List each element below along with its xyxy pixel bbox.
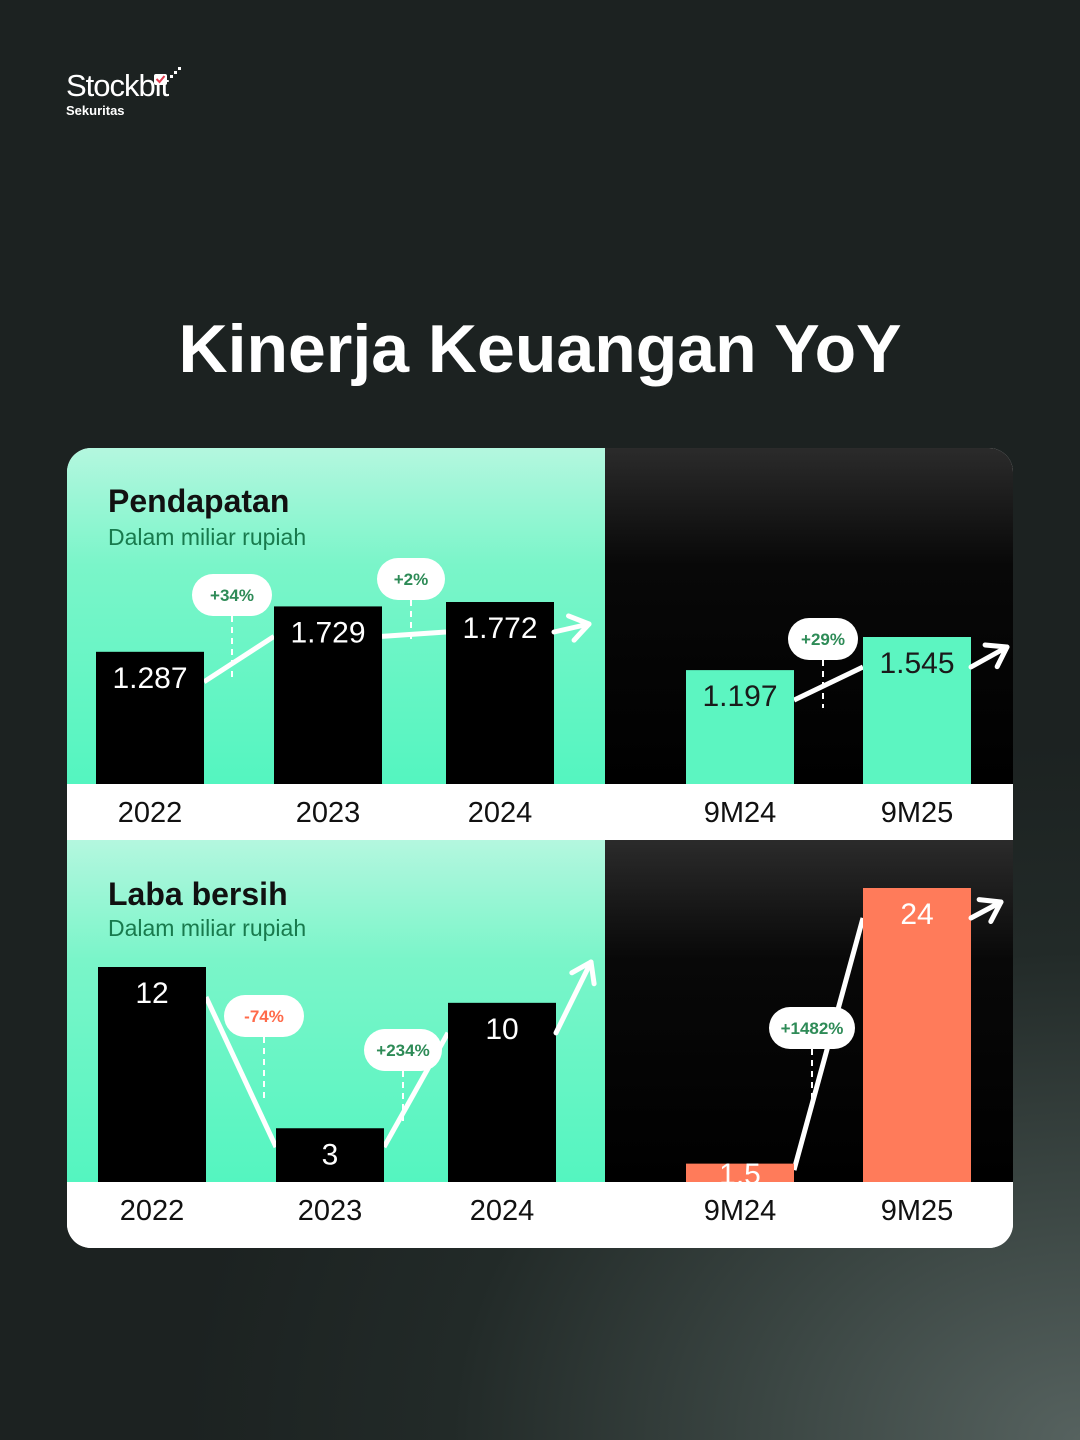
change-label: +1482% <box>781 1019 844 1038</box>
financial-card: Pendapatan Dalam miliar rupiah 1.287 1.72… <box>67 448 1013 1248</box>
panel-subtitle: Dalam miliar rupiah <box>108 915 307 941</box>
axis-strip <box>67 784 1013 840</box>
bar <box>446 602 554 784</box>
value-label: 3 <box>322 1138 339 1171</box>
trend-line <box>203 995 279 1149</box>
value-label: 24 <box>900 898 933 931</box>
profit-chart: 12 3 10 2022 2023 2024 -74% +234% 1,5 24 9M24 9M25 +… <box>98 888 1004 1227</box>
trend-line <box>381 629 447 639</box>
revenue-chart: 1.287 1.729 1.772 2022 2023 2024 +34% +2% 1.197 1… <box>96 558 1010 829</box>
category-label: 9M24 <box>704 1195 777 1227</box>
change-label: +34% <box>210 586 254 605</box>
category-label: 9M25 <box>881 1195 954 1227</box>
trend-arrowhead <box>566 613 592 643</box>
category-label: 2023 <box>298 1195 363 1227</box>
change-label: +29% <box>801 630 845 649</box>
change-label: +2% <box>394 570 429 589</box>
profit-panel: Laba bersih Dalam miliar rupiah 12 3 10 202… <box>67 840 1013 1248</box>
brand-name: Stockbit <box>66 68 169 103</box>
category-label: 2022 <box>118 797 183 829</box>
value-label: 1.772 <box>462 612 537 645</box>
change-badge <box>769 1007 855 1049</box>
panel-title: Pendapatan <box>108 483 290 519</box>
bar <box>863 637 971 784</box>
category-label: 2023 <box>296 797 361 829</box>
brand-sub: Sekuritas <box>66 103 125 118</box>
bar <box>863 888 971 1182</box>
bar <box>96 651 204 784</box>
value-label: 1.545 <box>879 647 954 680</box>
value-label: 1,5 <box>719 1158 761 1191</box>
bar <box>98 967 206 1182</box>
trend-line <box>968 644 1010 670</box>
trend-arrowhead <box>569 959 597 987</box>
panel-subtitle: Dalam miliar rupiah <box>108 524 307 550</box>
bar <box>274 606 382 784</box>
change-badge <box>224 995 304 1037</box>
trend-arrowhead <box>982 642 1010 670</box>
value-label: 12 <box>135 977 168 1010</box>
change-label: -74% <box>244 1007 284 1026</box>
bar <box>686 1163 794 1182</box>
change-badge <box>788 618 858 660</box>
panel-title: Laba bersih <box>108 876 288 912</box>
trend-line <box>202 634 276 684</box>
category-label: 9M25 <box>881 797 954 829</box>
value-label: 1.197 <box>702 680 777 713</box>
page-title: Kinerja Keuangan YoY <box>178 311 902 387</box>
category-label: 2024 <box>468 797 533 829</box>
bar <box>686 670 794 784</box>
trend-line <box>968 899 1004 921</box>
value-label: 1.729 <box>290 616 365 649</box>
brand-logo: Stockbit Sekuritas <box>66 67 181 118</box>
change-badge <box>377 558 445 600</box>
change-badge <box>364 1029 442 1071</box>
axis-strip <box>67 1182 1013 1248</box>
trend-line <box>792 664 865 703</box>
chart-logo-icon <box>154 67 181 85</box>
change-label: +234% <box>376 1041 429 1060</box>
category-label: 2024 <box>470 1195 535 1227</box>
bar <box>448 1002 556 1182</box>
value-label: 1.287 <box>112 662 187 695</box>
trend-line <box>551 621 592 635</box>
value-label: 10 <box>485 1013 518 1046</box>
change-badge <box>192 574 272 616</box>
category-label: 2022 <box>120 1195 185 1227</box>
revenue-panel: Pendapatan Dalam miliar rupiah 1.287 1.72… <box>67 448 1013 840</box>
bar <box>276 1128 384 1182</box>
category-label: 9M24 <box>704 797 777 829</box>
trend-arrowhead <box>976 897 1004 925</box>
trend-line <box>553 959 594 1036</box>
